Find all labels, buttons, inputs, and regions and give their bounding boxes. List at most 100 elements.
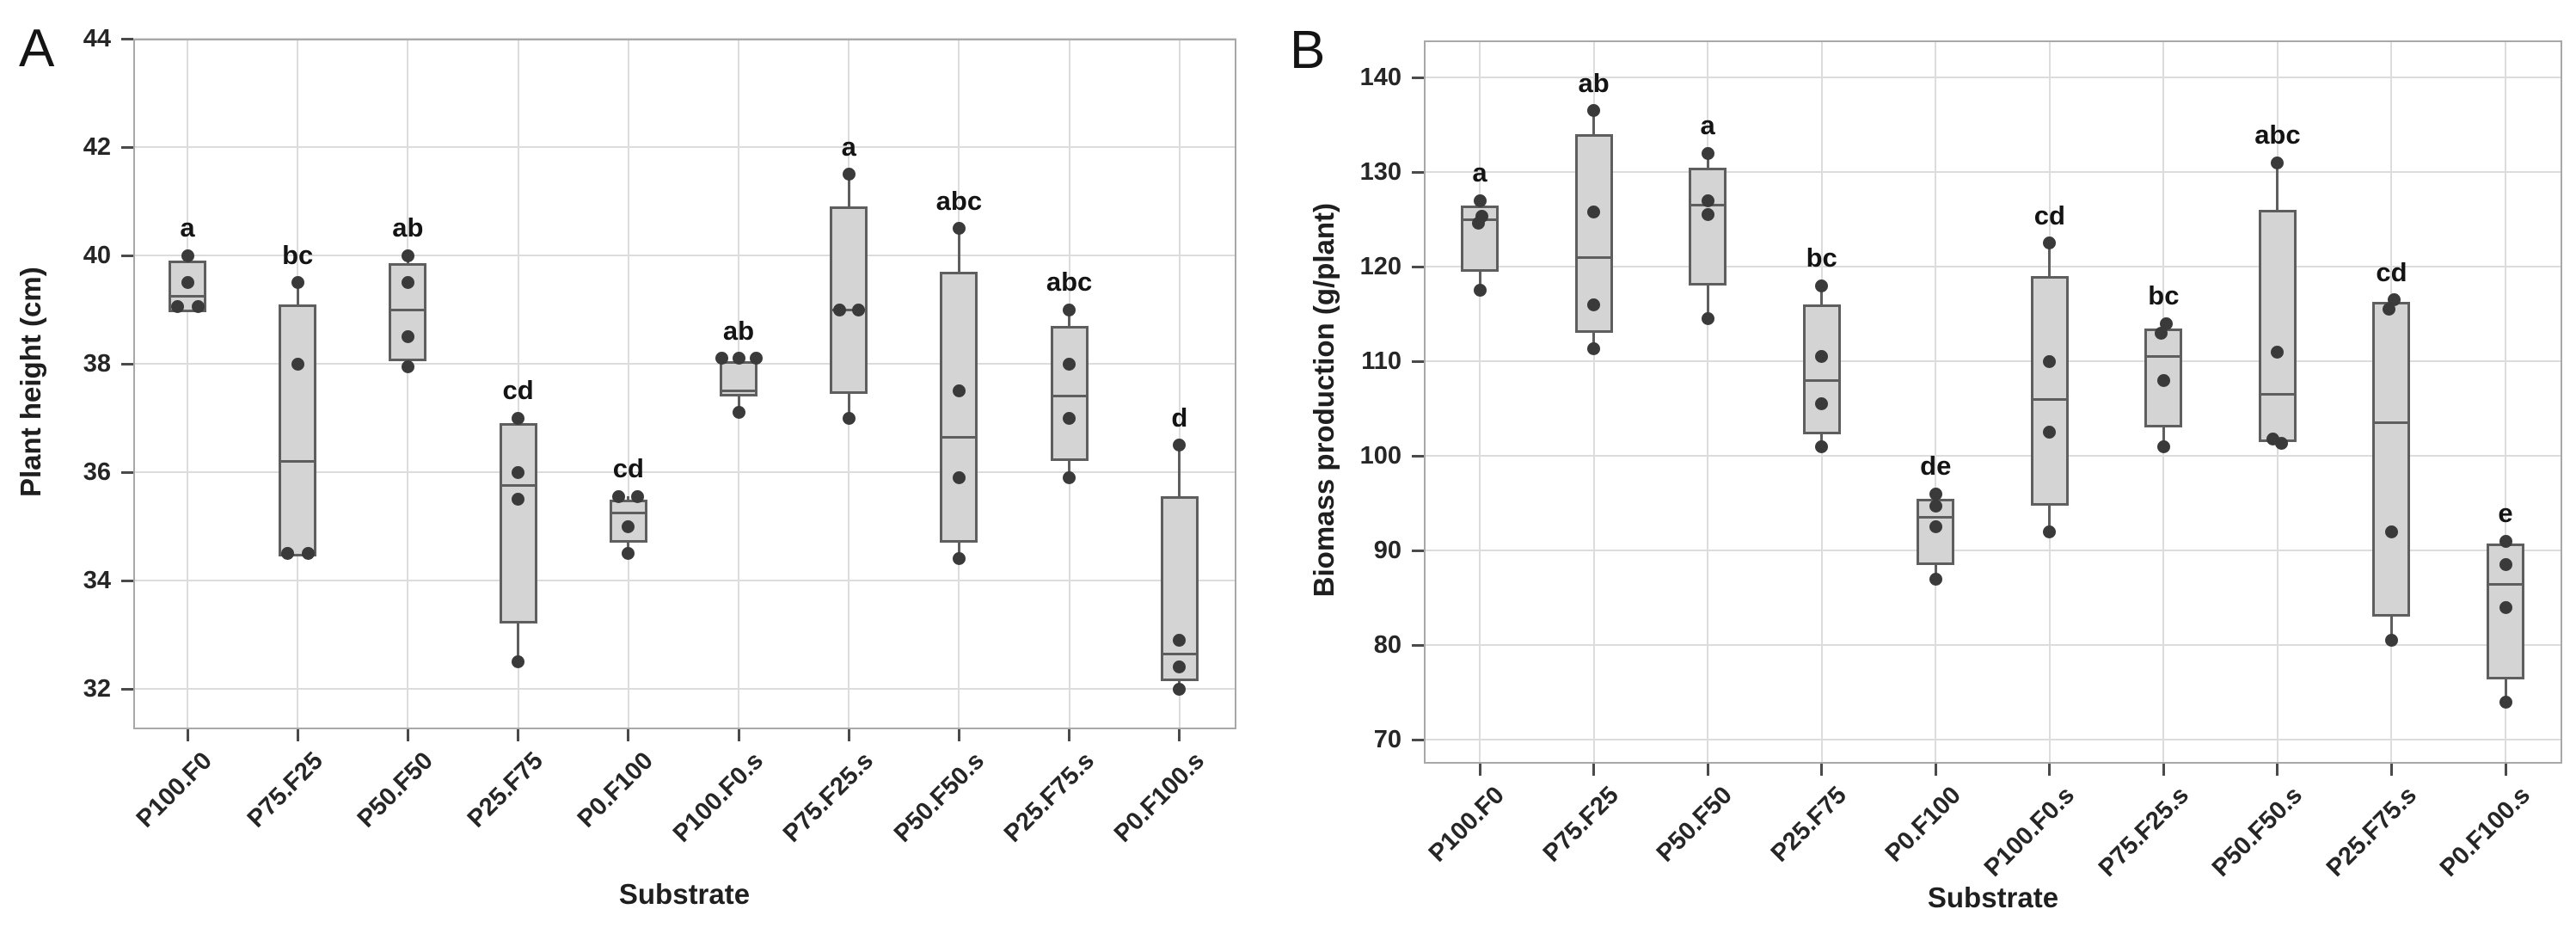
data-point bbox=[952, 222, 966, 235]
y-tick-label: 36 bbox=[83, 458, 111, 486]
data-point bbox=[1587, 342, 1601, 356]
box bbox=[279, 304, 317, 556]
box bbox=[2258, 210, 2297, 442]
data-point bbox=[952, 470, 966, 484]
x-tick-label: P25.F75 bbox=[1765, 781, 1852, 868]
data-point bbox=[512, 411, 525, 425]
data-point bbox=[2156, 439, 2170, 453]
y-tick-mark bbox=[1412, 76, 1424, 79]
y-tick-mark bbox=[121, 470, 133, 474]
h-gridline bbox=[133, 255, 1236, 256]
significance-letter: cd bbox=[2033, 200, 2065, 230]
v-gridline bbox=[517, 39, 519, 729]
median-line bbox=[170, 294, 205, 298]
data-point bbox=[1815, 279, 1829, 292]
data-point bbox=[2384, 525, 2398, 538]
significance-letter: d bbox=[1171, 402, 1188, 433]
median-line bbox=[721, 390, 756, 392]
data-point bbox=[191, 300, 205, 314]
x-axis-title-b: Substrate bbox=[1927, 882, 2059, 913]
h-gridline bbox=[1424, 171, 2562, 173]
data-point bbox=[1587, 298, 1601, 311]
x-tick-label: P75.F25 bbox=[1537, 781, 1624, 868]
box bbox=[1050, 325, 1089, 462]
significance-letter: a bbox=[180, 212, 195, 243]
y-tick-label: 100 bbox=[1359, 442, 1401, 470]
x-tick-mark bbox=[2389, 764, 2393, 776]
data-point bbox=[1173, 682, 1187, 696]
median-line bbox=[2488, 583, 2523, 587]
data-point bbox=[1929, 572, 1942, 586]
h-gridline bbox=[1424, 455, 2562, 457]
h-gridline bbox=[133, 580, 1236, 581]
data-point bbox=[401, 359, 414, 373]
data-point bbox=[1587, 205, 1601, 218]
x-axis-title-a: Substrate bbox=[618, 878, 751, 910]
box bbox=[2030, 276, 2069, 507]
data-point bbox=[732, 352, 745, 366]
data-point bbox=[1701, 194, 1714, 207]
data-point bbox=[1173, 439, 1187, 452]
significance-letter: ab bbox=[392, 212, 424, 243]
median-line bbox=[1577, 255, 1611, 259]
y-tick-mark bbox=[1412, 738, 1424, 741]
significance-letter: cd bbox=[2376, 256, 2407, 287]
data-point bbox=[2499, 534, 2512, 548]
v-gridline bbox=[1935, 40, 1937, 764]
data-point bbox=[1929, 499, 1942, 513]
significance-letter: de bbox=[1920, 451, 1952, 481]
data-point bbox=[1815, 439, 1829, 453]
data-point bbox=[280, 547, 294, 560]
h-gridline bbox=[1424, 266, 2562, 267]
box bbox=[1802, 304, 1841, 434]
h-gridline bbox=[133, 363, 1236, 365]
data-point bbox=[1063, 303, 1076, 316]
x-tick-label: P50.F50.s bbox=[2206, 781, 2309, 882]
box bbox=[1689, 167, 1727, 286]
y-tick-mark bbox=[121, 254, 133, 257]
y-tick-label: 70 bbox=[1373, 726, 1401, 753]
significance-letter: a bbox=[1472, 157, 1487, 187]
h-gridline bbox=[133, 688, 1236, 690]
median-line bbox=[390, 308, 425, 311]
y-tick-label: 130 bbox=[1359, 158, 1401, 186]
median-line bbox=[831, 308, 866, 311]
x-tick-mark bbox=[1068, 729, 1071, 741]
significance-letter: abc bbox=[1046, 267, 1093, 297]
data-point bbox=[2271, 345, 2285, 359]
y-tick-mark bbox=[121, 579, 133, 582]
median-line bbox=[2260, 393, 2295, 396]
data-point bbox=[1063, 411, 1076, 425]
h-gridline bbox=[1424, 360, 2562, 362]
v-gridline bbox=[627, 39, 629, 729]
data-point bbox=[512, 493, 525, 506]
data-point bbox=[2499, 600, 2512, 614]
v-gridline bbox=[1592, 40, 1595, 764]
y-tick-label: 34 bbox=[83, 567, 111, 594]
box bbox=[2372, 301, 2411, 617]
v-gridline bbox=[187, 39, 188, 729]
h-gridline bbox=[1424, 550, 2562, 551]
data-point bbox=[1701, 208, 1714, 221]
data-point bbox=[1063, 357, 1076, 371]
y-tick-label: 90 bbox=[1373, 537, 1401, 564]
x-tick-mark bbox=[737, 729, 740, 741]
data-point bbox=[1473, 194, 1487, 207]
x-tick-mark bbox=[1934, 764, 1937, 776]
y-tick-mark bbox=[121, 37, 133, 40]
box bbox=[499, 423, 537, 624]
y-tick-mark bbox=[1412, 170, 1424, 174]
y-tick-mark bbox=[1412, 643, 1424, 647]
x-tick-mark bbox=[2504, 764, 2507, 776]
median-line bbox=[1805, 378, 1839, 382]
significance-letter: cd bbox=[612, 453, 644, 484]
significance-letter: ab bbox=[722, 315, 755, 346]
y-tick-mark bbox=[1412, 454, 1424, 458]
x-tick-mark bbox=[847, 729, 850, 741]
h-gridline bbox=[1424, 77, 2562, 78]
data-point bbox=[401, 249, 414, 262]
h-gridline bbox=[133, 146, 1236, 148]
median-line bbox=[941, 435, 976, 439]
y-tick-label: 80 bbox=[1373, 631, 1401, 659]
